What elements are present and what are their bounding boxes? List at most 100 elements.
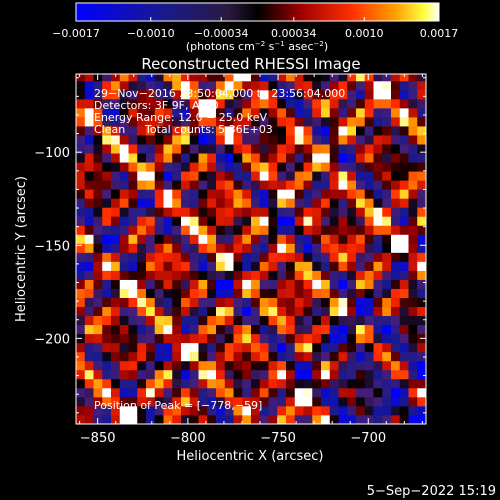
heatmap-cell (119, 162, 129, 172)
heatmap-cell (154, 261, 164, 271)
heatmap-cell (189, 153, 199, 163)
heatmap-cell (111, 107, 121, 118)
heatmap-cell (181, 74, 191, 82)
heatmap-cell (84, 342, 94, 353)
heatmap-cell (338, 98, 348, 109)
heatmap-cell (294, 297, 304, 308)
heatmap-cell (251, 107, 261, 118)
heatmap-cell (137, 135, 147, 145)
heatmap-cell (408, 216, 418, 226)
heatmap-cell (312, 297, 322, 308)
heatmap-cell (76, 378, 86, 389)
heatmap-cell (356, 107, 366, 118)
heatmap-cell (268, 297, 278, 308)
heatmap-cell (181, 171, 191, 181)
heatmap-cell (399, 144, 409, 154)
heatmap-cell (294, 144, 304, 154)
heatmap-cell (76, 351, 86, 362)
heatmap-cell (364, 243, 374, 253)
heatmap-cell (102, 315, 112, 326)
heatmap-cell (286, 387, 296, 398)
heatmap-cell (198, 378, 208, 389)
heatmap-cell (391, 252, 401, 262)
heatmap-cell (146, 252, 156, 262)
heatmap-cell (84, 153, 94, 163)
heatmap-cell (207, 135, 217, 145)
heatmap-cell (408, 198, 418, 208)
heatmap-cell (399, 279, 409, 289)
heatmap-cell (242, 162, 252, 172)
heatmap-cell (198, 306, 208, 317)
heatmap-cell (312, 252, 322, 262)
heatmap-cell (146, 74, 156, 82)
heatmap-cell (382, 360, 392, 371)
heatmap-cell (163, 243, 173, 253)
heatmap-cell (102, 270, 112, 280)
heatmap-cell (321, 351, 331, 362)
heatmap-cell (137, 369, 147, 380)
heatmap-cell (312, 107, 322, 118)
heatmap-cell (137, 315, 147, 326)
heatmap-cell (84, 162, 94, 172)
heatmap-cell (303, 162, 313, 172)
heatmap-cell (172, 270, 182, 280)
heatmap-cell (76, 369, 86, 380)
heatmap-cell (93, 297, 103, 308)
heatmap-cell (163, 270, 173, 280)
heatmap-cell (382, 243, 392, 253)
heatmap-cell (364, 135, 374, 145)
heatmap-cell (382, 216, 392, 226)
heatmap-cell (373, 198, 383, 208)
heatmap-cell (321, 360, 331, 371)
heatmap-cell (76, 234, 86, 244)
heatmap-cell (154, 225, 164, 235)
heatmap-cell (146, 80, 156, 91)
heatmap-cell (286, 98, 296, 109)
heatmap-cell (373, 225, 383, 235)
heatmap-cell (417, 107, 426, 118)
heatmap-cell (268, 387, 278, 398)
heatmap-cell (93, 405, 103, 416)
heatmap-cell (364, 396, 374, 407)
heatmap-cell (417, 216, 426, 226)
heatmap-cell (356, 225, 366, 235)
heatmap-cell (128, 216, 138, 226)
heatmap-cell (137, 153, 147, 163)
heatmap-cell (356, 306, 366, 317)
heatmap-cell (76, 80, 86, 91)
heatmap-cell (154, 180, 164, 190)
heatmap-cell (189, 414, 199, 424)
heatmap-cell (154, 405, 164, 416)
heatmap-cell (216, 279, 226, 289)
heatmap-cell (224, 74, 234, 82)
heatmap-cell (286, 252, 296, 262)
heatmap-cell (163, 117, 173, 127)
heatmap-cell (268, 405, 278, 416)
heatmap-cell (373, 306, 383, 317)
heatmap-cell (146, 414, 156, 424)
heatmap-cell (102, 396, 112, 407)
heatmap-cell (189, 74, 199, 82)
heatmap-cell (163, 378, 173, 389)
heatmap-cell (303, 360, 313, 371)
heatmap-cell (154, 126, 164, 136)
heatmap-cell (198, 107, 208, 118)
heatmap-cell (146, 189, 156, 199)
heatmap-cell (102, 225, 112, 235)
heatmap-cell (189, 387, 199, 398)
heatmap-cell (242, 306, 252, 317)
heatmap-cell (242, 351, 252, 362)
heatmap-cell (216, 252, 226, 262)
heatmap-cell (268, 279, 278, 289)
heatmap-cell (84, 270, 94, 280)
heatmap-cell (408, 288, 418, 298)
heatmap-cell (102, 252, 112, 262)
heatmap-cell (207, 180, 217, 190)
heatmap-cell (364, 117, 374, 127)
heatmap-cell (417, 288, 426, 298)
heatmap-cell (128, 279, 138, 289)
heatmap-cell (373, 387, 383, 398)
heatmap-cell (338, 153, 348, 163)
heatmap-cell (373, 369, 383, 380)
heatmap-cell (102, 333, 112, 344)
